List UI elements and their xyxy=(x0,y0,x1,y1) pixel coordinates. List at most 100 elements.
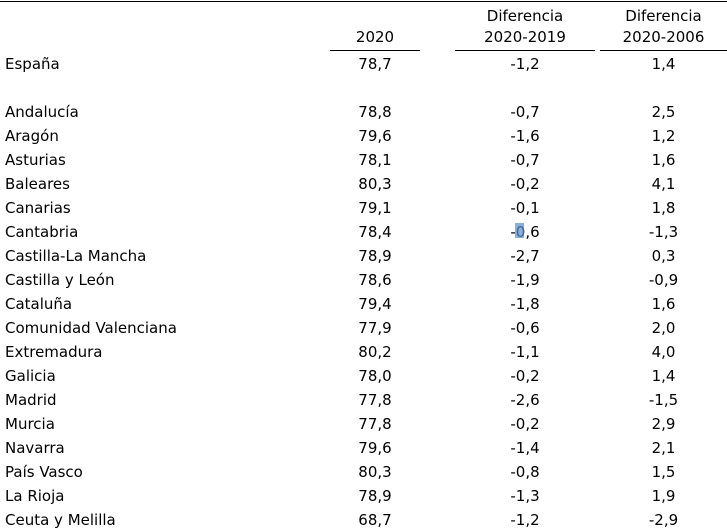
row-value-2020[interactable]: 78,4 xyxy=(358,223,392,241)
row-diff-2020-2019[interactable]: -1,2 xyxy=(510,511,540,529)
row-value-2020[interactable]: 78,0 xyxy=(358,367,392,385)
table-row[interactable]: Andalucía 78,8 -0,7 2,5 xyxy=(0,100,727,124)
row-diff-2020-2019[interactable]: -1,6 xyxy=(510,127,540,145)
row-value-2020[interactable]: 78,8 xyxy=(358,103,392,121)
row-diff-2020-2006[interactable]: 2,1 xyxy=(651,439,676,457)
row-diff-2020-2019[interactable]: -1,4 xyxy=(510,439,540,457)
row-name[interactable]: Baleares xyxy=(5,175,70,193)
table-row[interactable]: Cataluña 79,4 -1,8 1,6 xyxy=(0,292,727,316)
row-value-2020[interactable]: 77,9 xyxy=(358,319,392,337)
row-name[interactable]: Murcia xyxy=(5,415,55,433)
top-rule xyxy=(0,1,727,2)
row-diff-2020-2019[interactable]: -0,7 xyxy=(510,151,540,169)
table-row[interactable]: País Vasco 80,3 -0,8 1,5 xyxy=(0,460,727,484)
row-diff-2020-2019[interactable]: -2,6 xyxy=(510,391,540,409)
row-value-2020[interactable]: 77,8 xyxy=(358,391,392,409)
header-diff-2020-2006[interactable]: Diferencia 2020-2006 xyxy=(600,6,727,48)
row-name[interactable]: Madrid xyxy=(5,391,57,409)
row-value-2020[interactable]: 79,6 xyxy=(358,439,392,457)
row-name[interactable]: País Vasco xyxy=(5,463,83,481)
row-diff-2020-2006[interactable]: -0,9 xyxy=(648,271,679,289)
row-diff-2020-2019[interactable]: -0,7 xyxy=(510,103,540,121)
row-name[interactable]: Ceuta y Melilla xyxy=(5,511,116,529)
row-diff-2020-2019[interactable]: -0,1 xyxy=(510,199,540,217)
row-name[interactable]: Castilla-La Mancha xyxy=(5,247,147,265)
row-value-2020[interactable]: 79,6 xyxy=(358,127,392,145)
row-name[interactable]: Extremadura xyxy=(5,343,103,361)
row-value-2020[interactable]: 80,2 xyxy=(358,343,392,361)
row-name[interactable]: Cantabria xyxy=(5,223,79,241)
table-row[interactable]: Navarra 79,6 -1,4 2,1 xyxy=(0,436,727,460)
row-diff-2020-2019[interactable]: -1,2 xyxy=(510,55,540,73)
table-row[interactable]: Castilla-La Mancha 78,9 -2,7 0,3 xyxy=(0,244,727,268)
table-row[interactable]: Murcia 77,8 -0,2 2,9 xyxy=(0,412,727,436)
row-value-2020[interactable]: 79,4 xyxy=(358,295,392,313)
row-value-2020[interactable]: 77,8 xyxy=(358,415,392,433)
row-name[interactable]: Asturias xyxy=(5,151,66,169)
row-diff-2020-2019[interactable]: -1,8 xyxy=(510,295,540,313)
row-diff-2020-2019[interactable]: -0,2 xyxy=(510,175,540,193)
row-value-2020[interactable]: 79,1 xyxy=(358,199,392,217)
row-diff-2020-2006[interactable]: 1,4 xyxy=(651,367,676,385)
row-diff-2020-2006[interactable]: -1,3 xyxy=(648,223,679,241)
row-name[interactable]: España xyxy=(5,55,60,73)
row-diff-2020-2006[interactable]: 1,5 xyxy=(651,463,676,481)
row-diff-2020-2006[interactable]: -2,9 xyxy=(648,511,679,529)
row-diff-2020-2019[interactable]: -0,2 xyxy=(510,367,540,385)
row-diff-2020-2006[interactable]: 4,0 xyxy=(651,343,676,361)
row-diff-2020-2006[interactable]: 2,0 xyxy=(651,319,676,337)
row-diff-2020-2019[interactable]: -1,3 xyxy=(510,487,540,505)
row-diff-2020-2006[interactable]: 1,9 xyxy=(651,487,676,505)
row-value-2020[interactable]: 78,6 xyxy=(358,271,392,289)
header-diff-2020-2019[interactable]: Diferencia 2020-2019 xyxy=(455,6,595,48)
row-name[interactable]: Galicia xyxy=(5,367,56,385)
row-diff-2020-2006[interactable]: 1,6 xyxy=(651,295,676,313)
row-name[interactable]: Navarra xyxy=(5,439,65,457)
row-value-2020[interactable]: 78,9 xyxy=(358,247,392,265)
table-row[interactable]: La Rioja 78,9 -1,3 1,9 xyxy=(0,484,727,508)
row-diff-2020-2019[interactable]: -1,1 xyxy=(510,343,540,361)
table-row[interactable]: Baleares 80,3 -0,2 4,1 xyxy=(0,172,727,196)
table-row[interactable]: Asturias 78,1 -0,7 1,6 xyxy=(0,148,727,172)
row-value-2020[interactable]: 78,1 xyxy=(358,151,392,169)
row-diff-2020-2019[interactable]: -0,2 xyxy=(510,415,540,433)
row-diff-2020-2019[interactable]: -2,7 xyxy=(510,247,540,265)
row-value-2020[interactable]: 80,3 xyxy=(358,175,392,193)
row-name[interactable]: Andalucía xyxy=(5,103,79,121)
row-diff-2020-2019[interactable]: -0,8 xyxy=(510,463,540,481)
table-row[interactable]: Galicia 78,0 -0,2 1,4 xyxy=(0,364,727,388)
row-diff-2020-2019[interactable]: -0,6 xyxy=(510,223,540,241)
row-name[interactable]: Castilla y León xyxy=(5,271,115,289)
row-diff-2020-2006[interactable]: 1,2 xyxy=(651,127,676,145)
row-diff-2020-2006[interactable]: 1,4 xyxy=(651,55,676,73)
row-name[interactable]: Canarias xyxy=(5,199,71,217)
header-2020-label: 2020 xyxy=(355,28,395,46)
row-diff-2020-2006[interactable]: 1,6 xyxy=(651,151,676,169)
table-row[interactable]: Cantabria 78,4 -0,6 -1,3 xyxy=(0,220,727,244)
row-diff-2020-2006[interactable]: 0,3 xyxy=(651,247,676,265)
row-name[interactable]: Aragón xyxy=(5,127,59,145)
row-name[interactable]: La Rioja xyxy=(5,487,65,505)
table-row[interactable]: Ceuta y Melilla 68,7 -1,2 -2,9 xyxy=(0,508,727,532)
row-value-2020[interactable]: 80,3 xyxy=(358,463,392,481)
row-name[interactable]: Comunidad Valenciana xyxy=(5,319,177,337)
table-row-total[interactable]: España 78,7 -1,2 1,4 xyxy=(0,52,727,76)
table-row[interactable]: Comunidad Valenciana 77,9 -0,6 2,0 xyxy=(0,316,727,340)
row-diff-2020-2019[interactable]: -0,6 xyxy=(510,319,540,337)
table-row[interactable]: Madrid 77,8 -2,6 -1,5 xyxy=(0,388,727,412)
row-value-2020[interactable]: 78,9 xyxy=(358,487,392,505)
row-diff-2020-2006[interactable]: 1,8 xyxy=(651,199,676,217)
row-value-2020[interactable]: 78,7 xyxy=(358,55,392,73)
header-2020[interactable]: 2020 xyxy=(330,27,420,48)
row-diff-2020-2006[interactable]: 2,9 xyxy=(651,415,676,433)
table-row[interactable]: Extremadura 80,2 -1,1 4,0 xyxy=(0,340,727,364)
row-diff-2020-2006[interactable]: -1,5 xyxy=(648,391,679,409)
table-row[interactable]: Castilla y León 78,6 -1,9 -0,9 xyxy=(0,268,727,292)
row-diff-2020-2006[interactable]: 2,5 xyxy=(651,103,676,121)
table-row[interactable]: Canarias 79,1 -0,1 1,8 xyxy=(0,196,727,220)
row-diff-2020-2019[interactable]: -1,9 xyxy=(510,271,540,289)
table-row[interactable]: Aragón 79,6 -1,6 1,2 xyxy=(0,124,727,148)
row-diff-2020-2006[interactable]: 4,1 xyxy=(651,175,676,193)
row-name[interactable]: Cataluña xyxy=(5,295,73,313)
row-value-2020[interactable]: 68,7 xyxy=(358,511,392,529)
